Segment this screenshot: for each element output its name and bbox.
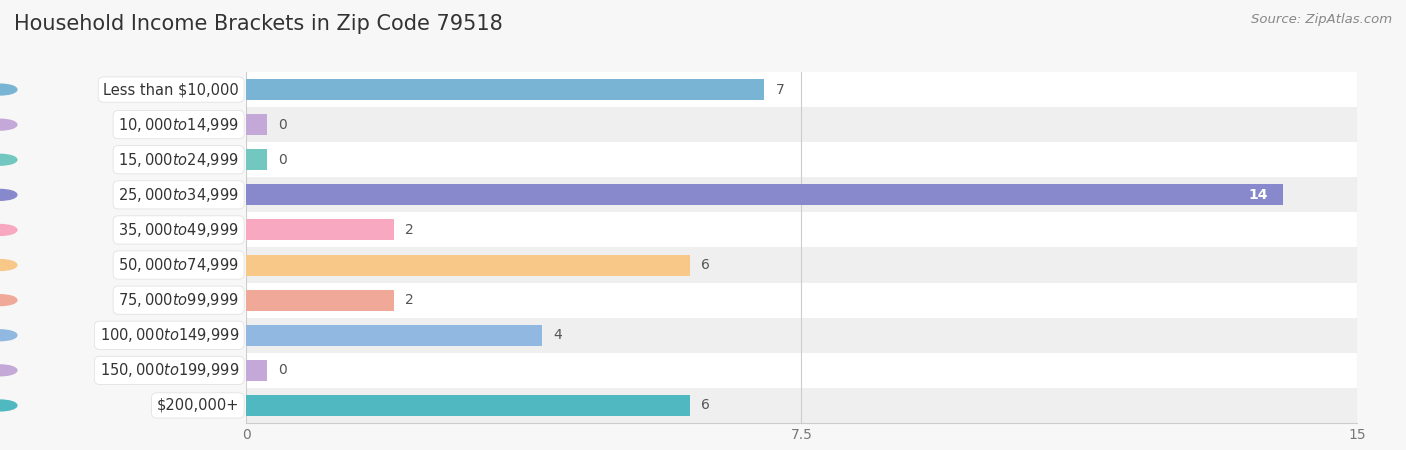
Text: 4: 4 [554, 328, 562, 342]
Bar [246, 177, 1357, 212]
Text: $15,000 to $24,999: $15,000 to $24,999 [118, 151, 239, 169]
Text: $200,000+: $200,000+ [156, 398, 239, 413]
Text: 2: 2 [405, 293, 413, 307]
Text: 7: 7 [776, 82, 785, 97]
Bar [246, 388, 1357, 423]
Bar [246, 184, 1282, 205]
Text: $100,000 to $149,999: $100,000 to $149,999 [100, 326, 239, 344]
Bar [246, 283, 1357, 318]
Bar [246, 395, 690, 416]
Text: Source: ZipAtlas.com: Source: ZipAtlas.com [1251, 14, 1392, 27]
Text: $75,000 to $99,999: $75,000 to $99,999 [118, 291, 239, 309]
Bar [246, 149, 267, 170]
Bar [246, 360, 267, 381]
Text: 0: 0 [278, 117, 287, 132]
Text: $10,000 to $14,999: $10,000 to $14,999 [118, 116, 239, 134]
Text: 0: 0 [278, 363, 287, 378]
Bar [246, 325, 543, 346]
Text: $150,000 to $199,999: $150,000 to $199,999 [100, 361, 239, 379]
Bar [246, 353, 1357, 388]
Text: 6: 6 [702, 258, 710, 272]
Text: 6: 6 [702, 398, 710, 413]
Bar [246, 107, 1357, 142]
Text: Less than $10,000: Less than $10,000 [103, 82, 239, 97]
Bar [246, 79, 765, 100]
Bar [246, 72, 1357, 107]
Bar [246, 318, 1357, 353]
Text: Household Income Brackets in Zip Code 79518: Household Income Brackets in Zip Code 79… [14, 14, 503, 33]
Text: $50,000 to $74,999: $50,000 to $74,999 [118, 256, 239, 274]
Bar [246, 114, 267, 135]
Bar [246, 255, 690, 275]
Text: $35,000 to $49,999: $35,000 to $49,999 [118, 221, 239, 239]
Bar [246, 212, 1357, 248]
Text: 0: 0 [278, 153, 287, 167]
Text: 14: 14 [1249, 188, 1268, 202]
Bar [246, 290, 394, 310]
Text: $25,000 to $34,999: $25,000 to $34,999 [118, 186, 239, 204]
Text: 2: 2 [405, 223, 413, 237]
Bar [246, 142, 1357, 177]
Bar [246, 248, 1357, 283]
Bar [246, 220, 394, 240]
